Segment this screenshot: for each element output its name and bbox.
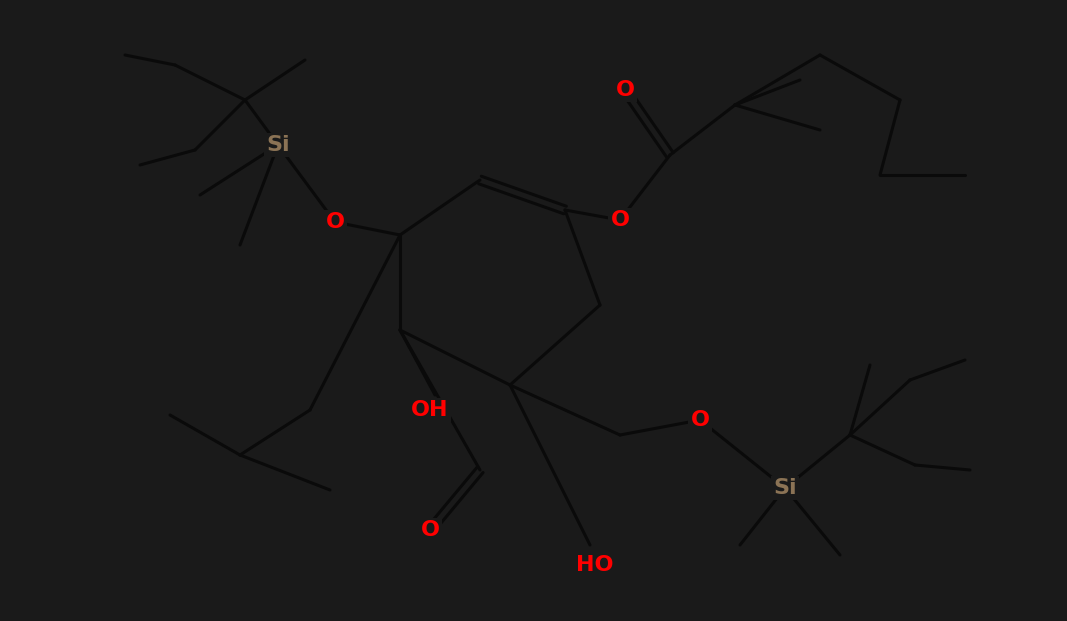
- Text: HO: HO: [576, 555, 614, 575]
- Text: O: O: [690, 410, 710, 430]
- Text: Si: Si: [774, 478, 797, 498]
- Text: Si: Si: [266, 135, 290, 155]
- Text: O: O: [610, 210, 630, 230]
- Text: O: O: [325, 212, 345, 232]
- Text: OH: OH: [411, 400, 449, 420]
- Text: O: O: [616, 80, 635, 100]
- Text: O: O: [420, 520, 440, 540]
